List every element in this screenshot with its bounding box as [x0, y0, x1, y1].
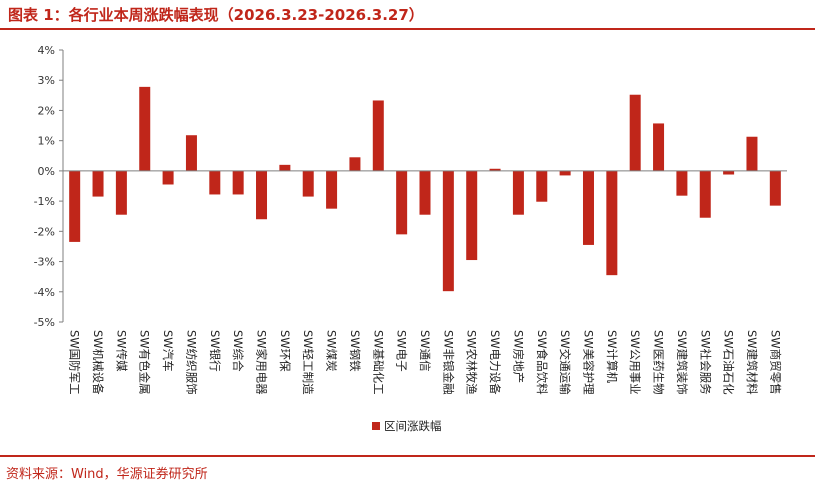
- bar: [302, 170, 314, 197]
- legend-label: 区间涨跌幅: [384, 419, 442, 433]
- x-category-label: SW医药生物: [652, 330, 666, 395]
- title-bar: 图表 1：各行业本周涨跌幅表现（2026.3.23-2026.3.27）: [0, 0, 815, 28]
- x-category-label: SW国防军工: [68, 330, 82, 395]
- x-category-label: SW通信: [418, 330, 432, 372]
- x-category-label: SW电子: [395, 330, 409, 372]
- bar: [256, 170, 268, 220]
- bar: [723, 170, 735, 175]
- bar: [582, 170, 594, 245]
- bar: [232, 170, 244, 195]
- x-category-label: SW交通运输: [558, 330, 572, 395]
- x-category-label: SW农林牧渔: [465, 330, 479, 395]
- y-tick-label: -5%: [34, 316, 55, 329]
- x-category-label: SW家用电器: [255, 330, 269, 395]
- x-category-label: SW汽车: [161, 330, 175, 372]
- y-tick-label: -1%: [34, 195, 55, 208]
- x-category-label: SW计算机: [605, 330, 619, 384]
- bar: [115, 170, 127, 215]
- bar: [209, 170, 221, 195]
- x-category-label: SW综合: [231, 330, 245, 372]
- bar: [769, 170, 781, 206]
- x-category-label: SW轻工制造: [301, 330, 315, 395]
- y-tick-label: 3%: [38, 74, 55, 87]
- x-category-label: SW煤炭: [325, 330, 339, 372]
- bar: [69, 170, 81, 242]
- bar: [629, 94, 641, 171]
- bar-chart: 4% 3% 2% 1% 0% -1% -2% -3% -4% -5% SW国防军工 SW机械设备 SW传…: [34, 44, 787, 433]
- x-category-label: SW环保: [278, 330, 292, 372]
- footer-divider: [0, 455, 815, 457]
- y-tick-label: -3%: [34, 256, 55, 269]
- x-category-label: SW食品饮料: [535, 330, 549, 395]
- bar: [442, 170, 454, 292]
- y-tick-label: -2%: [34, 225, 55, 238]
- bar: [92, 170, 104, 197]
- x-category-label: SW非银金融: [441, 330, 455, 395]
- bar: [162, 170, 174, 185]
- bar: [512, 170, 524, 215]
- x-category-label: SW银行: [208, 330, 222, 372]
- bar: [559, 170, 571, 176]
- bar: [676, 170, 688, 196]
- y-tick-label: 1%: [38, 135, 55, 148]
- x-category-label: SW房地产: [511, 330, 525, 383]
- bar: [536, 170, 548, 202]
- x-category-label: SW公用事业: [628, 330, 642, 395]
- y-tick-label: 2%: [38, 104, 55, 117]
- y-tick-label: 0%: [38, 165, 55, 178]
- bar: [372, 100, 384, 171]
- x-category-label: SW美容护理: [581, 330, 595, 395]
- figure-title: 图表 1：各行业本周涨跌幅表现（2026.3.23-2026.3.27）: [8, 6, 424, 24]
- source-note: 资料来源：Wind，华源证券研究所: [6, 467, 208, 482]
- x-category-label: SW建筑材料: [745, 330, 759, 395]
- x-category-label: SW基础化工: [371, 330, 385, 395]
- bar: [185, 135, 197, 171]
- x-category-label: SW石油石化: [722, 330, 736, 395]
- title-divider: [0, 28, 815, 30]
- x-category-label: SW有色金属: [138, 330, 152, 395]
- bar: [746, 136, 758, 171]
- x-category-label: SW纺织服饰: [184, 330, 198, 395]
- x-category-label: SW电力设备: [488, 330, 502, 395]
- bar: [279, 164, 291, 171]
- x-category-label: SW建筑装饰: [675, 330, 689, 395]
- bar: [139, 86, 151, 171]
- legend-swatch: [372, 422, 380, 430]
- x-category-label: SW社会服务: [698, 330, 712, 395]
- bar: [466, 170, 478, 261]
- bar: [699, 170, 711, 218]
- bar: [606, 170, 618, 276]
- y-tick-label: 4%: [38, 44, 55, 57]
- x-category-label: SW商贸零售: [768, 330, 782, 395]
- bar: [349, 157, 361, 171]
- bar: [653, 123, 665, 171]
- x-category-label: SW机械设备: [91, 330, 105, 395]
- bar: [419, 170, 431, 215]
- x-category-label: SW传媒: [114, 330, 128, 372]
- bar: [396, 170, 408, 235]
- y-tick-label: -4%: [34, 286, 55, 299]
- x-category-label: SW钢铁: [348, 330, 362, 372]
- bar: [326, 170, 338, 209]
- bar: [489, 168, 501, 171]
